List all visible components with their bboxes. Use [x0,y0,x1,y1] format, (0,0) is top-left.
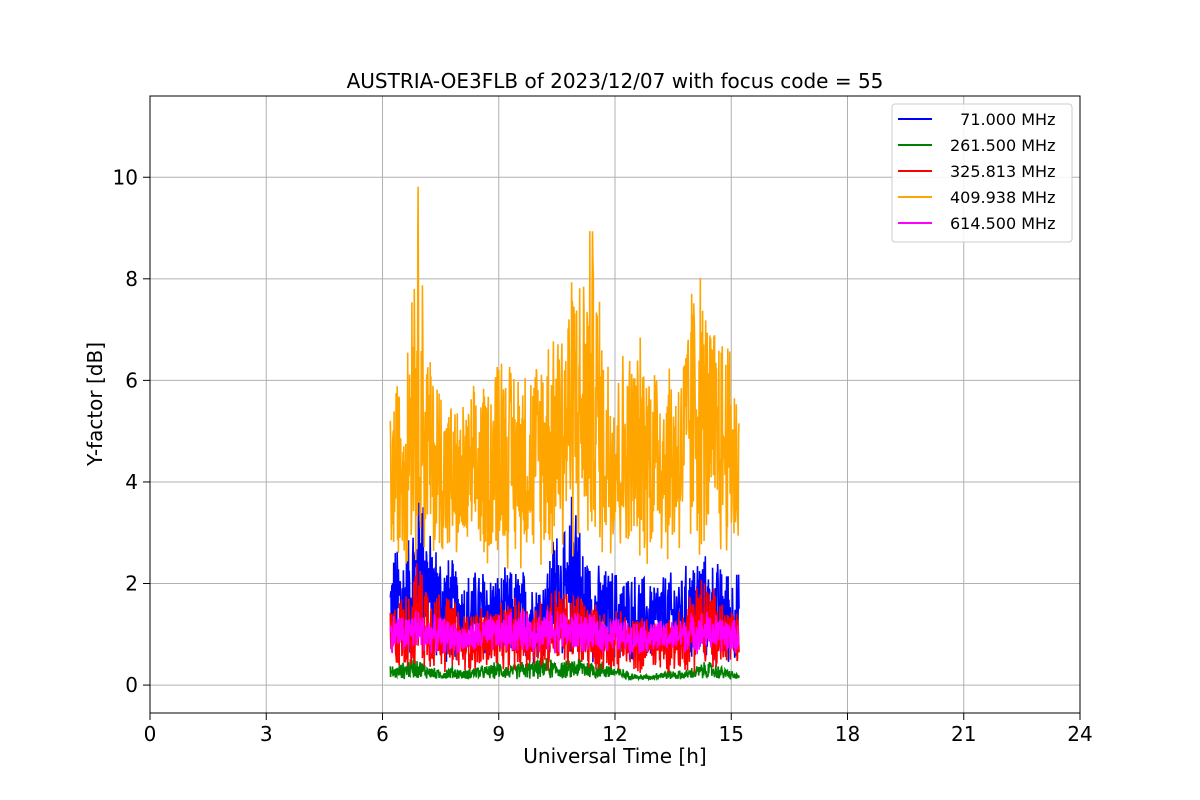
x-tick-label: 24 [1067,722,1092,746]
series-line [389,186,740,569]
y-tick-label: 8 [125,267,138,291]
legend-box [891,103,1073,243]
x-axis-ticks: 0 3 6 9 12 15 18 21 24 [144,713,1093,746]
legend-label: 614.500 MHz [950,214,1055,233]
legend-label: 71.000 MHz [950,110,1055,129]
series-line [389,609,740,655]
x-tick-label: 6 [376,722,389,746]
y-axis-label: Y-factor [dB] [83,342,107,467]
x-tick-label: 12 [602,722,627,746]
x-tick-label: 3 [260,722,273,746]
legend-label: 261.500 MHz [950,136,1055,155]
x-tick-label: 15 [719,722,744,746]
plot-series-group [389,146,740,682]
y-axis-ticks: 0 2 4 6 8 10 [113,165,150,697]
y-tick-label: 10 [113,165,138,189]
legend-label: 409.938 MHz [950,188,1055,207]
legend: 71.000 MHz 261.500 MHz 325.813 MHz 409.938 … [891,103,1073,243]
y-tick-label: 0 [125,673,138,697]
chart-title: AUSTRIA-OE3FLB of 2023/12/07 with focus … [347,69,884,93]
x-tick-label: 9 [492,722,505,746]
x-tick-label: 0 [144,722,157,746]
y-tick-label: 6 [125,368,138,392]
series-3 [389,146,740,569]
x-axis-label: Universal Time [h] [523,744,706,768]
x-tick-label: 21 [951,722,976,746]
x-tick-label: 18 [835,722,860,746]
y-tick-label: 4 [125,470,138,494]
series-line [389,656,740,682]
y-tick-label: 2 [125,572,138,596]
series-4 [389,603,740,655]
legend-label: 325.813 MHz [950,162,1055,181]
